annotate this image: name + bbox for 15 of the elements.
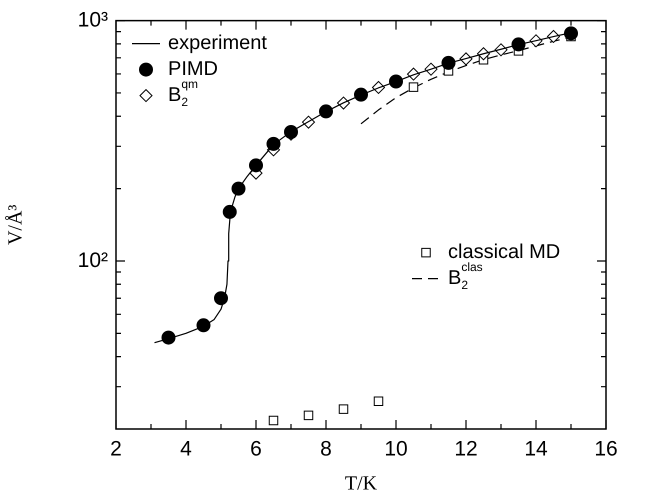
x-tick-label: 12 xyxy=(454,437,478,460)
legend-label: PIMD xyxy=(168,58,218,80)
x-tick-label: 16 xyxy=(594,437,618,460)
legend-label: classical MD xyxy=(448,241,560,264)
x-tick-label: 2 xyxy=(110,437,122,460)
x-tick-label: 6 xyxy=(250,437,262,460)
y-tick-label: 10³ xyxy=(78,8,108,32)
x-tick-label: 4 xyxy=(180,437,192,460)
x-tick-label: 10 xyxy=(384,437,408,460)
x-tick-label: 14 xyxy=(524,437,548,460)
x-axis-title: T/K xyxy=(344,472,378,494)
y-tick-label: 10² xyxy=(78,248,108,272)
x-tick-label: 8 xyxy=(320,437,332,460)
y-axis-title: V/Å³ xyxy=(4,204,26,246)
legend-label: experiment xyxy=(168,32,268,54)
